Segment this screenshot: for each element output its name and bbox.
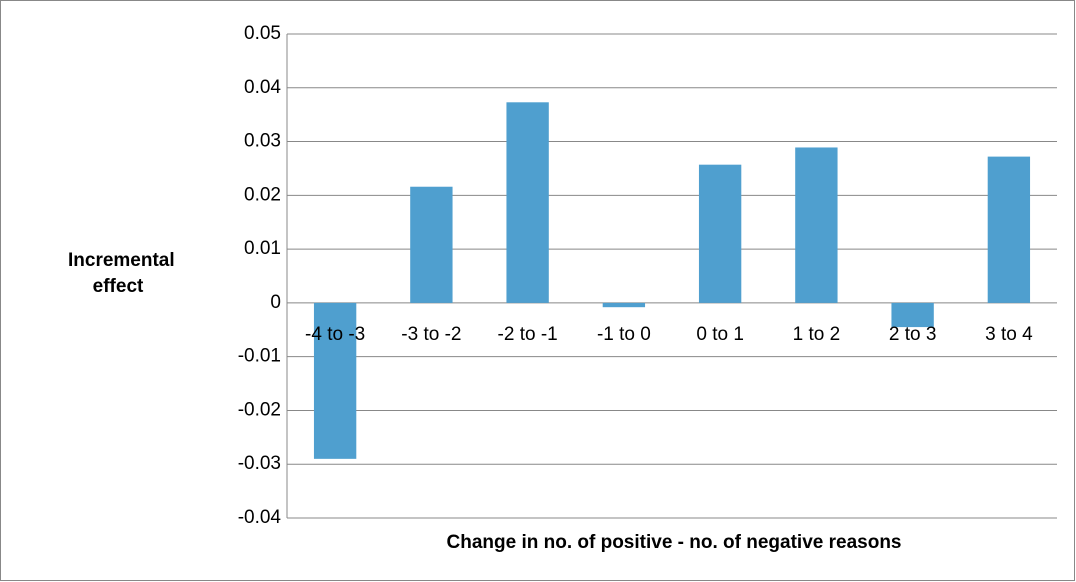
bar xyxy=(795,147,838,303)
y-tick-label: -0.03 xyxy=(238,453,281,474)
x-tick-label: 1 to 2 xyxy=(793,324,841,345)
y-tick-label: 0.05 xyxy=(244,23,281,44)
bar xyxy=(602,302,646,308)
bar xyxy=(891,302,934,328)
bar xyxy=(313,302,357,459)
y-tick-label: 0.01 xyxy=(244,238,281,259)
bar xyxy=(698,164,742,303)
x-tick-label: 3 to 4 xyxy=(985,324,1033,345)
y-tick-label: 0.04 xyxy=(244,77,281,98)
x-tick-label: -4 to -3 xyxy=(305,324,365,345)
x-tick-label: -1 to 0 xyxy=(597,324,651,345)
y-tick-label: -0.02 xyxy=(238,399,281,420)
bar xyxy=(987,156,1031,303)
bar xyxy=(410,186,453,303)
x-tick-label: -2 to -1 xyxy=(498,324,558,345)
y-tick-label: 0 xyxy=(270,292,281,313)
y-axis-label: Incremental effect xyxy=(68,250,175,297)
y-tick-label: 0.03 xyxy=(244,131,281,152)
x-axis-label: Change in no. of positive - no. of negat… xyxy=(447,532,902,553)
bar xyxy=(506,102,549,303)
y-tick-label: -0.01 xyxy=(238,346,281,367)
x-tick-label: -3 to -2 xyxy=(401,324,461,345)
x-tick-label: 0 to 1 xyxy=(696,324,744,345)
y-tick-label: -0.04 xyxy=(238,507,282,528)
x-tick-label: 2 to 3 xyxy=(889,324,937,345)
y-tick-label: 0.02 xyxy=(244,184,281,205)
